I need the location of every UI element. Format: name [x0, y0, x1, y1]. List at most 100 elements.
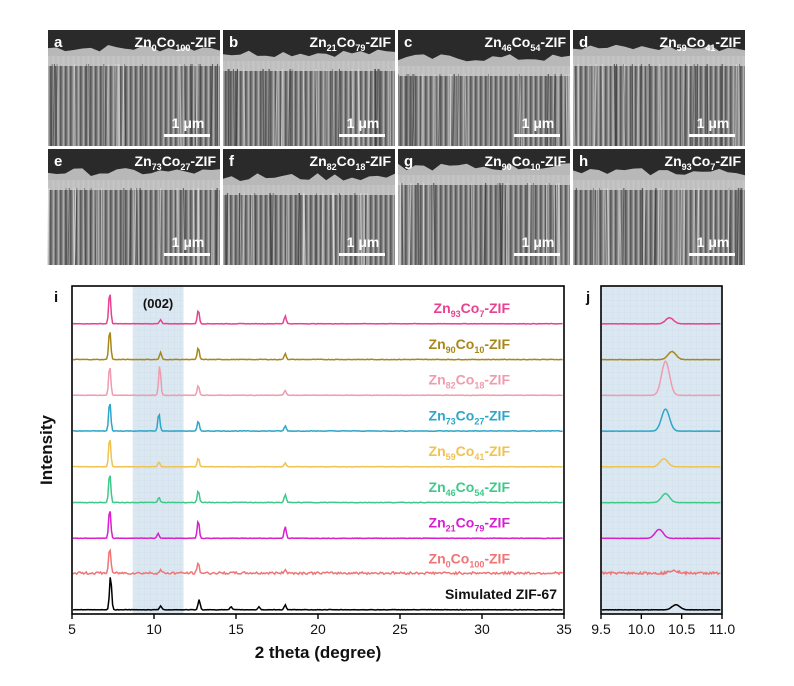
sem-pillar-texture [573, 56, 745, 146]
scale-bar [164, 253, 210, 256]
x-axis-ticks-j: 9.5 10.0 10.5 11.0 [591, 614, 735, 637]
sem-micrograph-grid: a Zn0Co100-ZIF 1 μm b Zn21Co79-ZIF 1 μm c Zn46C… [46, 30, 745, 266]
zoom-line [601, 458, 721, 468]
sem-film-surface [48, 168, 220, 190]
sem-film-surface [573, 44, 745, 66]
sem-pillar-texture [398, 66, 570, 146]
zoom-line [601, 360, 721, 397]
xrd-line [72, 366, 563, 397]
xrd-line [72, 577, 563, 611]
x-tick-label: 15 [228, 621, 244, 637]
zoom-line [602, 350, 721, 361]
scale-bar [689, 134, 735, 137]
scale-bar [689, 253, 735, 256]
plot-frame-j [600, 285, 723, 615]
series-label: Zn82Co18-ZIF [429, 372, 511, 391]
zoom-series-lines [601, 316, 721, 611]
sem-composition-label: Zn73Co27-ZIF [135, 153, 217, 172]
x-tick-label: 11.0 [709, 621, 735, 637]
x-tick-label: 10 [146, 621, 162, 637]
highlight-002-label: (002) [143, 296, 173, 311]
xrd-line [72, 294, 563, 325]
x-tick-label: 25 [392, 621, 408, 637]
zoom-line [602, 408, 721, 432]
sem-panel-letter: a [54, 34, 63, 51]
series-label: Zn46Co54-ZIF [429, 479, 511, 498]
zoom-line [602, 528, 721, 540]
sem-panel-d: d Zn59Co41-ZIF 1 μm [573, 30, 745, 147]
xrd-panel-i: i (002) Zn93Co7-ZIF Zn90Co10-ZIF Zn82Co18-… [37, 285, 572, 662]
panel-letter-i: i [54, 289, 58, 306]
sem-panel-letter: f [229, 153, 235, 170]
scale-bar-label: 1 μm [697, 234, 730, 250]
zoom-line [601, 604, 721, 611]
xrd-line [73, 439, 563, 468]
sem-composition-label: Zn82Co18-ZIF [310, 153, 392, 172]
sem-film-surface [398, 54, 570, 76]
sem-panel-c: c Zn46Co54-ZIF 1 μm [398, 30, 571, 147]
sem-composition-label: Zn0Co100-ZIF [135, 34, 217, 53]
sem-pillar-texture [223, 61, 395, 146]
x-tick-label: 10.0 [628, 621, 655, 637]
sem-composition-label: Zn59Co41-ZIF [660, 34, 742, 53]
sem-composition-label: Zn21Co79-ZIF [310, 34, 392, 53]
x-axis-label: 2 theta (degree) [255, 643, 382, 662]
zoom-line [601, 492, 721, 504]
x-tick-label: 5 [68, 621, 76, 637]
xrd-line [72, 475, 563, 504]
panel-letter-j: j [585, 289, 590, 306]
x-axis-ticks-i: 5 10 15 20 25 30 35 [68, 614, 572, 637]
zoom-region-background [601, 286, 722, 614]
sem-film-surface [223, 49, 395, 71]
series-label: Simulated ZIF-67 [445, 586, 557, 602]
series-label: Zn59Co41-ZIF [429, 443, 511, 462]
xrd-series-labels: Zn93Co7-ZIF Zn90Co10-ZIF Zn82Co18-ZIF Zn73C… [429, 300, 558, 602]
scale-bar [339, 253, 385, 256]
sem-panel-g: g Zn90Co10-ZIF 1 μm [398, 149, 570, 266]
scale-bar-label: 1 μm [347, 234, 380, 250]
scale-bar [339, 134, 385, 137]
sem-panel-b: b Zn21Co79-ZIF 1 μm [223, 30, 395, 147]
sem-panel-f: f Zn82Co18-ZIF 1 μm [223, 149, 395, 266]
scale-bar-label: 1 μm [522, 115, 555, 131]
sem-film-surface [48, 45, 220, 66]
sem-pillar-texture [48, 56, 220, 146]
x-tick-label: 35 [556, 621, 572, 637]
scale-bar [514, 253, 560, 256]
scale-bar-label: 1 μm [697, 115, 730, 131]
sem-panel-h: h Zn93Co7-ZIF 1 μm [573, 149, 745, 266]
x-tick-label: 9.5 [591, 621, 611, 637]
zoom-line [601, 569, 721, 577]
sem-panel-letter: h [579, 153, 588, 170]
xrd-series-lines [72, 294, 564, 611]
series-label: Zn90Co10-ZIF [429, 336, 511, 355]
sem-panel-letter: g [404, 153, 413, 170]
xrd-line [73, 403, 563, 433]
sem-composition-label: Zn93Co7-ZIF [665, 153, 742, 172]
highlight-002-region [132, 286, 184, 614]
scale-bar-label: 1 μm [172, 234, 205, 250]
xrd-panel-j: j 9.5 10.0 10.5 11.0 [585, 285, 735, 637]
sem-panel-e: e Zn73Co27-ZIF 1 μm [46, 149, 220, 266]
scale-bar-label: 1 μm [347, 115, 380, 131]
xrd-line [72, 332, 563, 361]
x-tick-label: 30 [474, 621, 490, 637]
sem-panel-letter: e [54, 153, 62, 170]
scale-bar-label: 1 μm [522, 234, 555, 250]
xrd-line [73, 511, 563, 540]
sem-film-surface [223, 173, 395, 195]
series-label: Zn93Co7-ZIF [434, 300, 511, 319]
series-label: Zn21Co79-ZIF [429, 515, 511, 534]
scale-bar [164, 134, 210, 137]
series-label: Zn73Co27-ZIF [429, 407, 511, 426]
sem-composition-label: Zn90Co10-ZIF [485, 153, 567, 172]
sem-film-surface [573, 168, 745, 190]
sem-panel-letter: c [404, 34, 412, 51]
series-label: Zn0Co100-ZIF [429, 550, 511, 569]
sem-panel-a: a Zn0Co100-ZIF 1 μm [48, 30, 220, 147]
sem-film-surface [398, 163, 570, 185]
sem-panel-letter: d [579, 34, 588, 51]
y-axis-label: Intensity [37, 415, 56, 485]
sem-panel-letter: b [229, 34, 238, 51]
